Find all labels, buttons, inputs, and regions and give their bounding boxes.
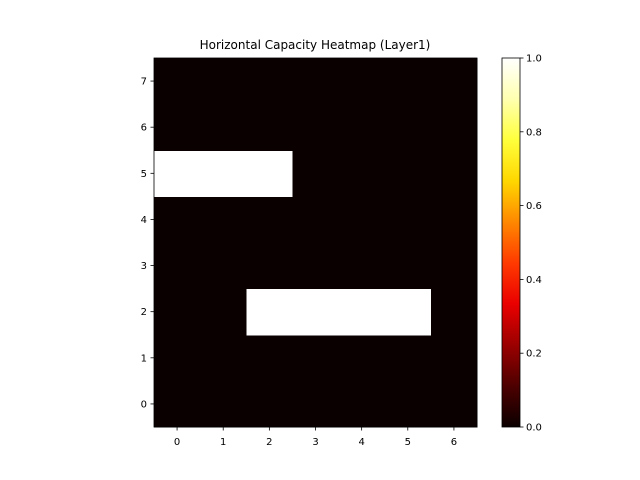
heatmap-cell-2-6 [246,104,294,151]
heatmap-cell-4-6 [338,104,386,151]
chart-title: Horizontal Capacity Heatmap (Layer1) [200,38,431,52]
heatmap-cell-4-0 [338,380,386,428]
colorbar-tick-label: 0.8 [526,127,542,138]
heatmap-cell-2-0 [246,380,294,428]
heatmap-cell-3-4 [292,196,340,244]
y-tick-label: 4 [141,215,147,226]
colorbar: 0.0 0.2 0.4 0.6 0.8 1.0 [501,54,542,434]
heatmap-cell-0-6 [154,104,201,151]
heatmap-cell-0-1 [154,334,201,382]
heatmap-cell-1-0 [200,380,247,428]
heatmap-cell-0-5 [154,150,201,197]
heatmap-cell-3-1 [292,334,340,382]
heatmap-cell-0-2 [154,288,201,336]
x-tick-label: 6 [451,437,457,448]
heatmap-cell-5-6 [384,104,432,151]
heatmap-cell-4-7 [338,58,386,105]
x-tick-label: 3 [312,437,318,448]
x-axis: 0 1 2 3 4 5 6 [174,427,457,448]
heatmap-cell-6-3 [430,242,478,290]
x-tick-label: 2 [266,437,272,448]
y-tick-label: 0 [141,399,147,410]
heatmap-cell-6-6 [430,104,478,151]
heatmap-cell-1-2 [200,288,247,336]
heatmap-cell-0-0 [154,380,201,428]
heatmap-cell-2-4 [246,196,294,244]
heatmap-cell-4-3 [338,242,386,290]
colorbar-tick-label: 1.0 [526,54,542,65]
x-tick-label: 0 [174,437,180,448]
heatmap-cell-5-3 [384,242,432,290]
heatmap-cell-5-5 [384,150,432,197]
heatmap-cell-3-7 [292,58,340,105]
y-tick-label: 1 [141,353,147,364]
x-tick-label: 5 [405,437,411,448]
y-tick-label: 6 [141,123,147,134]
heatmap-cell-3-6 [292,104,340,151]
heatmap-cell-1-5 [200,150,247,197]
heatmap-cell-2-5 [246,150,294,197]
heatmap-cell-6-5 [430,150,478,197]
heatmap-cell-4-1 [338,334,386,382]
y-tick-label: 2 [141,307,147,318]
y-tick-label: 7 [141,77,147,88]
plot-area [153,57,478,428]
colorbar-tick-label: 0.0 [526,423,542,434]
heatmap-cell-6-2 [430,288,478,336]
heatmap-cell-5-0 [384,380,432,428]
heatmap-cell-1-1 [200,334,247,382]
heatmap-cell-5-1 [384,334,432,382]
y-axis: 0 1 2 3 4 5 6 7 [141,77,154,410]
heatmap-cell-3-3 [292,242,340,290]
heatmap-cell-1-4 [200,196,247,244]
heatmap-cell-5-2 [384,288,432,336]
colorbar-gradient [502,58,520,427]
heatmap-cell-1-7 [200,58,247,105]
heatmap-cell-6-7 [430,58,478,105]
colorbar-tick-label: 0.4 [526,275,542,286]
heatmap-cell-5-4 [384,196,432,244]
heatmap-cell-5-7 [384,58,432,105]
heatmap-cell-2-2 [246,288,294,336]
colorbar-tick-label: 0.6 [526,201,542,212]
heatmap-cell-3-5 [292,150,340,197]
heatmap-cell-6-1 [430,334,478,382]
y-tick-label: 3 [141,261,147,272]
heatmap-cell-0-4 [154,196,201,244]
y-tick-label: 5 [141,169,147,180]
x-tick-label: 4 [358,437,364,448]
heatmap-cell-1-6 [200,104,247,151]
heatmap-cell-3-2 [292,288,340,336]
heatmap-cell-6-4 [430,196,478,244]
heatmap-cell-2-1 [246,334,294,382]
heatmap-cell-0-7 [154,58,201,105]
heatmap-cell-4-5 [338,150,386,197]
heatmap-cell-6-0 [430,380,478,428]
x-tick-label: 1 [220,437,226,448]
heatmap-cell-2-7 [246,58,294,105]
heatmap-cell-4-2 [338,288,386,336]
colorbar-frame [501,57,521,428]
heatmap-cell-1-3 [200,242,247,290]
heatmap-cell-3-0 [292,380,340,428]
heatmap-cell-4-4 [338,196,386,244]
heatmap-cell-2-3 [246,242,294,290]
heatmap-cell-0-3 [154,242,201,290]
colorbar-tick-label: 0.2 [526,349,542,360]
